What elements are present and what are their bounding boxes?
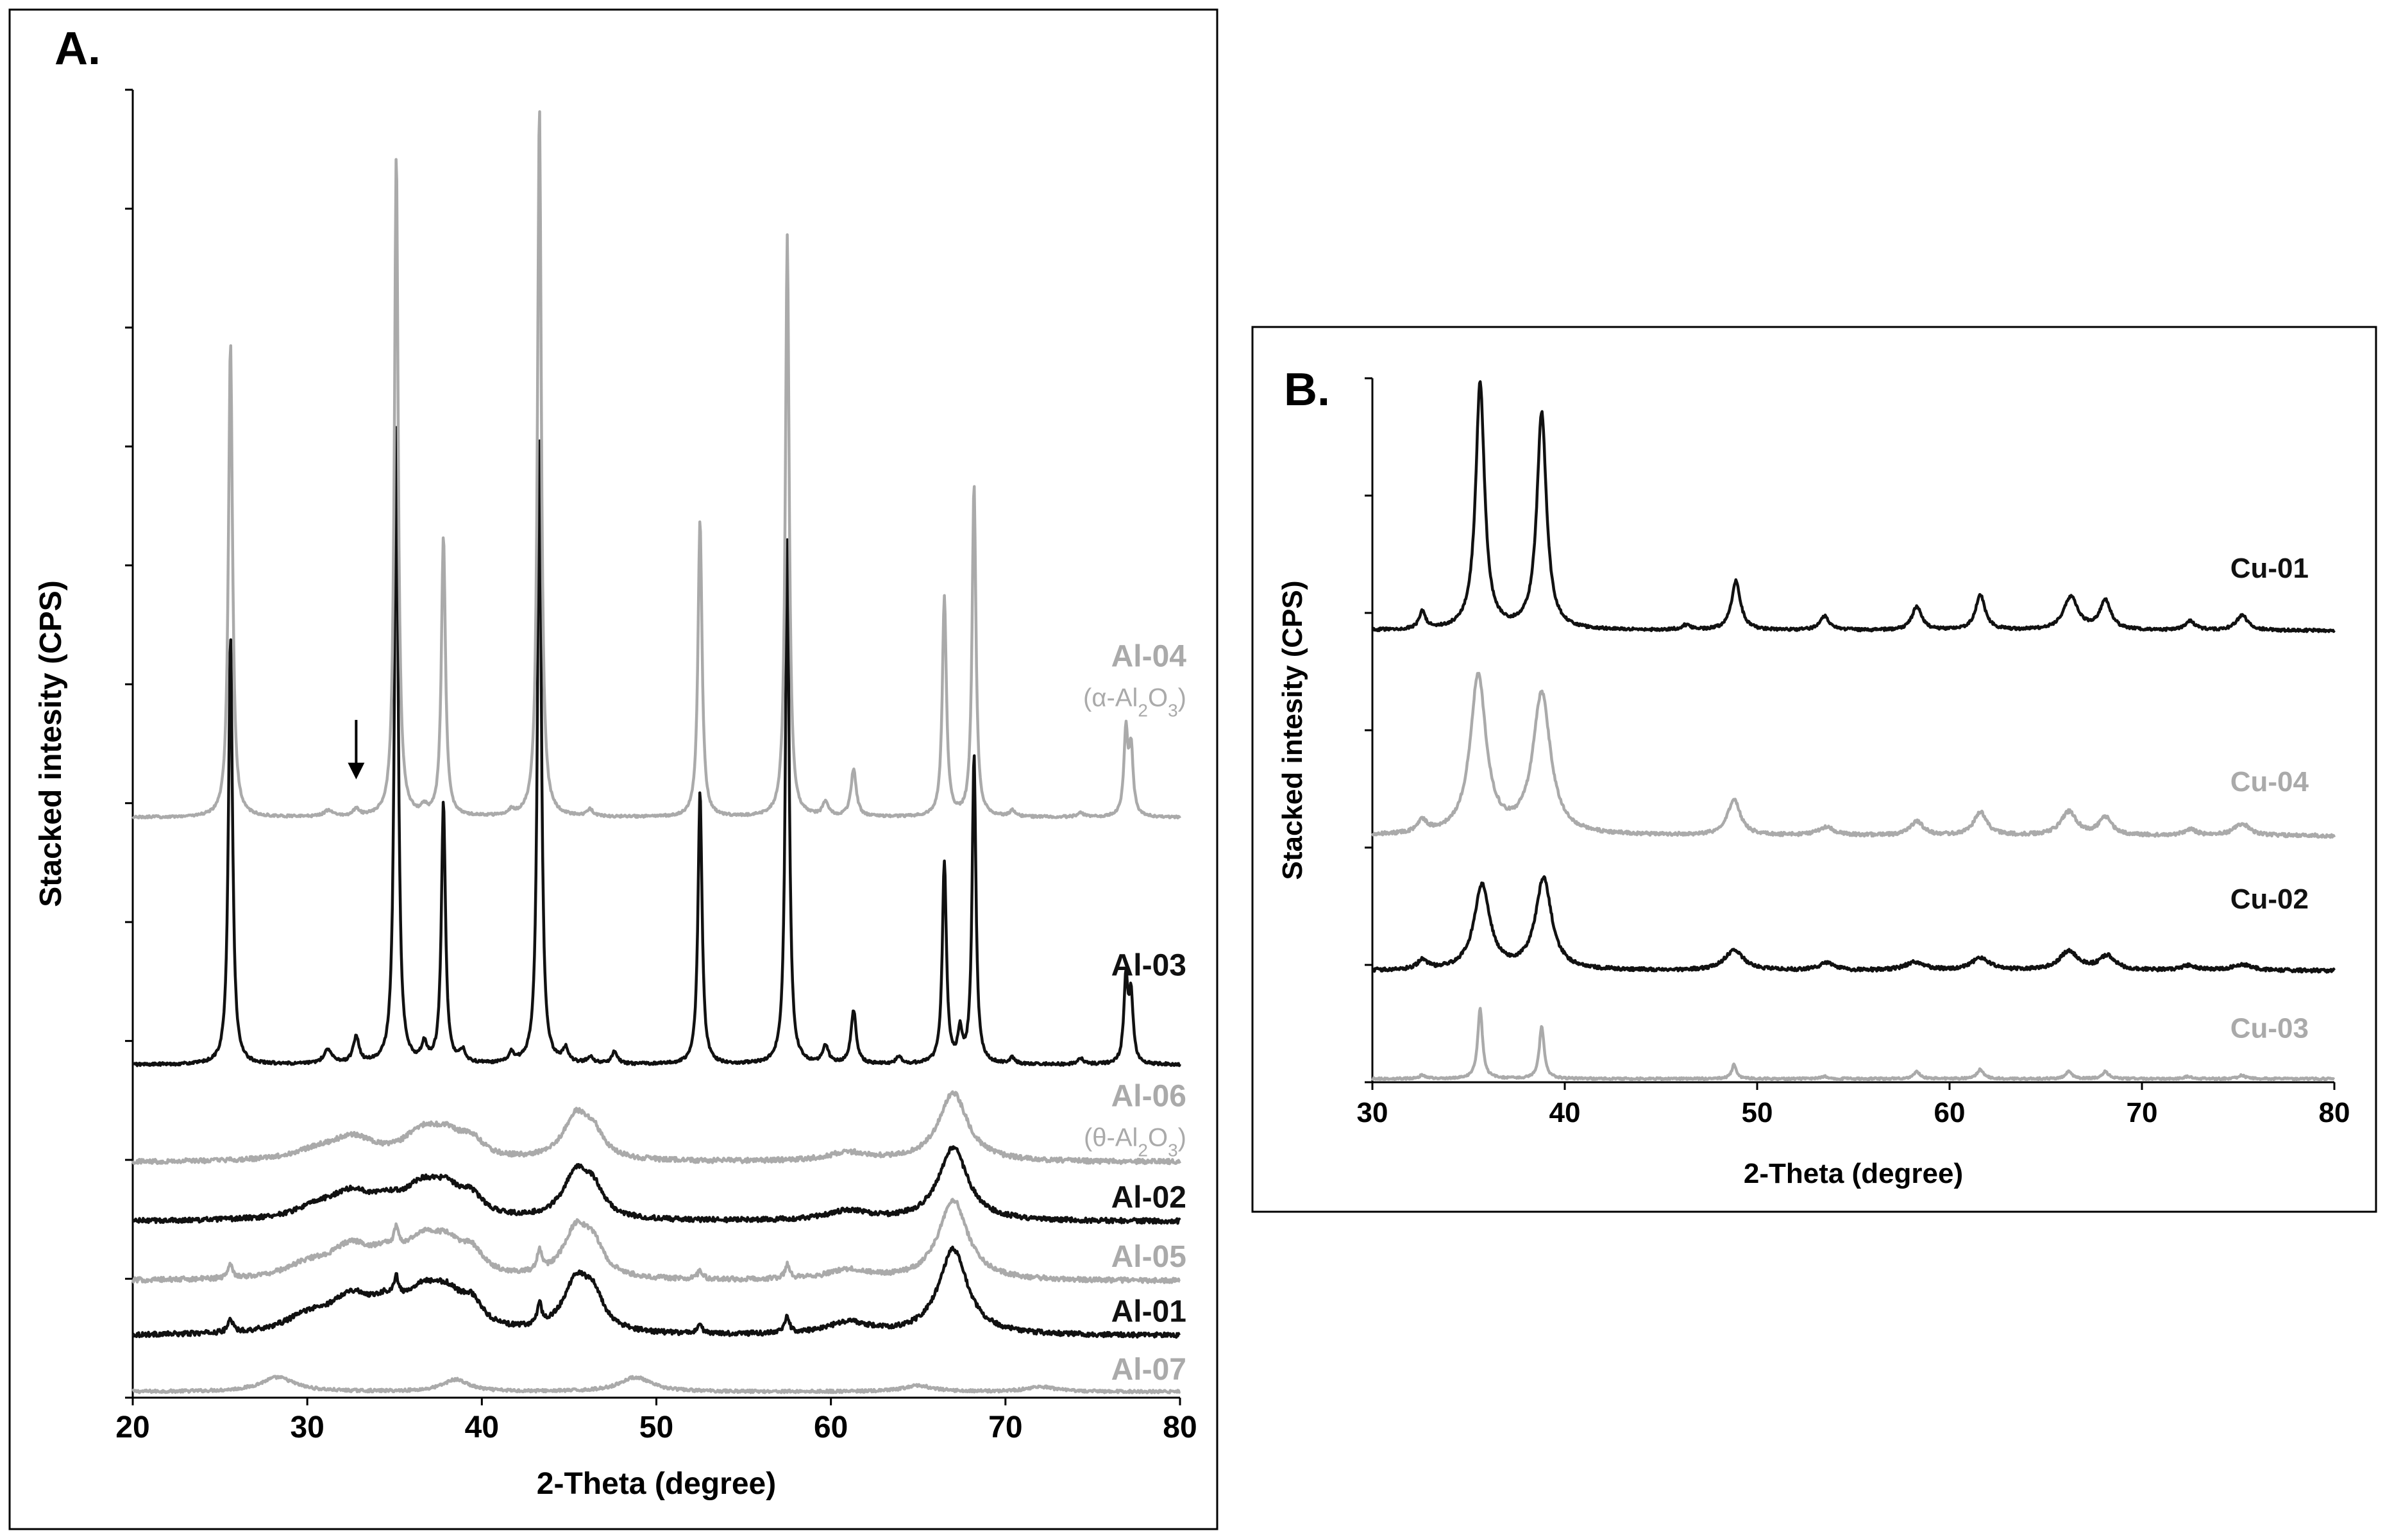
panel-a-chart: A. 20 30 40 50 60 70 80 2-Theta (degree) Stacked… — [8, 8, 1218, 1530]
x-axis-title: 2-Theta (degree) — [1744, 1158, 1963, 1189]
series-label: Al-01 — [1111, 1294, 1186, 1328]
series-label: Al-05 — [1111, 1240, 1186, 1274]
y-axis-title: Stacked intesity (CPS) — [34, 580, 68, 907]
series-line-cu-04 — [1370, 671, 2336, 839]
series-label: Cu-02 — [2230, 883, 2309, 915]
series-label: Cu-04 — [2230, 766, 2309, 798]
x-tick-label: 70 — [988, 1410, 1022, 1444]
x-tick-label: 20 — [115, 1410, 149, 1444]
series-line-cu-01 — [1371, 380, 2336, 633]
series-phase-label: (α-Al2O3) — [1083, 683, 1186, 720]
series-label: Al-03 — [1111, 949, 1186, 983]
series-label: Al-04 — [1111, 639, 1187, 673]
x-tick-label: 40 — [1549, 1097, 1581, 1128]
x-axis-title: 2-Theta (degree) — [537, 1467, 776, 1501]
series-line-al-04 — [131, 110, 1181, 820]
panel-b-frame — [1251, 326, 2377, 1213]
x-tick-label: 80 — [1163, 1410, 1197, 1444]
arrow-head-icon — [348, 762, 365, 780]
panel-a-label: A. — [55, 23, 101, 74]
x-tick-label: 80 — [2319, 1097, 2350, 1128]
series-label: Cu-03 — [2230, 1012, 2309, 1044]
series-line-al-07 — [131, 1375, 1181, 1394]
y-axis-title: Stacked intesity (CPS) — [1277, 580, 1308, 880]
x-tick-label: 60 — [814, 1410, 848, 1444]
x-tick-label: 40 — [465, 1410, 499, 1444]
panel-a-frame — [8, 8, 1218, 1530]
panel-b-chart: B. 30 40 50 60 70 80 2-Theta (degree) Stacked i… — [1251, 326, 2377, 1213]
panel-b-label: B. — [1284, 364, 1330, 415]
x-tick-label: 30 — [290, 1410, 324, 1444]
series-line-al-05 — [131, 1198, 1181, 1284]
x-tick-label: 70 — [2127, 1097, 2158, 1128]
series-line-al-01 — [131, 1245, 1181, 1339]
series-label: Al-06 — [1111, 1080, 1186, 1114]
x-tick-label: 60 — [1934, 1097, 1966, 1128]
series-phase-label: (θ-Al2O3) — [1084, 1124, 1186, 1160]
series-line-al-06 — [131, 1090, 1182, 1166]
series-line-al-03 — [131, 426, 1182, 1067]
series-label: Al-07 — [1111, 1353, 1186, 1387]
x-tick-label: 30 — [1357, 1097, 1388, 1128]
series-line-cu-03 — [1371, 1007, 2336, 1082]
series-line-al-02 — [131, 1145, 1181, 1225]
x-tick-label: 50 — [639, 1410, 673, 1444]
x-tick-label: 50 — [1742, 1097, 1773, 1128]
series-label: Al-02 — [1111, 1180, 1186, 1214]
series-line-cu-02 — [1371, 875, 2336, 974]
series-label: Cu-01 — [2230, 553, 2309, 584]
